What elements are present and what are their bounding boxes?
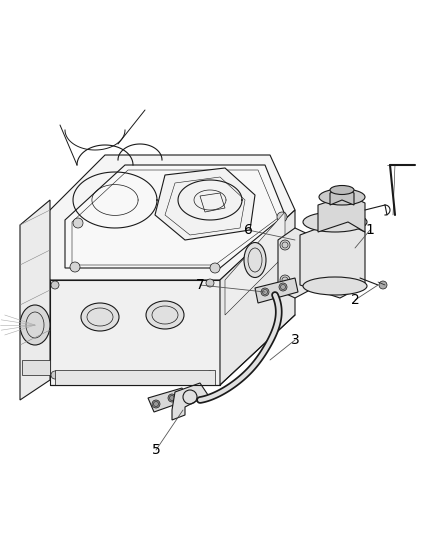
Text: 2: 2 <box>350 293 359 307</box>
Polygon shape <box>225 212 284 315</box>
Circle shape <box>168 394 176 402</box>
Circle shape <box>279 240 290 250</box>
Polygon shape <box>65 165 284 268</box>
Ellipse shape <box>329 185 353 195</box>
Circle shape <box>378 281 386 289</box>
Polygon shape <box>148 388 187 412</box>
Circle shape <box>70 262 80 272</box>
Ellipse shape <box>318 189 364 205</box>
Ellipse shape <box>20 305 50 345</box>
Polygon shape <box>50 280 219 385</box>
Circle shape <box>51 371 59 379</box>
Polygon shape <box>317 195 364 232</box>
Text: 3: 3 <box>290 333 299 347</box>
Circle shape <box>205 371 213 379</box>
Text: 1: 1 <box>365 223 374 237</box>
Circle shape <box>205 279 213 287</box>
Text: 5: 5 <box>151 443 160 457</box>
Circle shape <box>279 283 286 291</box>
Polygon shape <box>172 383 208 420</box>
Ellipse shape <box>302 277 366 295</box>
Text: 7: 7 <box>195 278 204 292</box>
Circle shape <box>209 263 219 273</box>
Polygon shape <box>219 210 294 385</box>
Circle shape <box>279 275 290 285</box>
Polygon shape <box>22 360 50 375</box>
Ellipse shape <box>302 212 366 232</box>
Polygon shape <box>299 220 364 298</box>
Polygon shape <box>55 370 215 385</box>
Ellipse shape <box>81 303 119 331</box>
Circle shape <box>73 218 83 228</box>
Text: 6: 6 <box>243 223 252 237</box>
Ellipse shape <box>244 243 265 278</box>
Polygon shape <box>329 188 353 205</box>
Polygon shape <box>254 278 297 303</box>
Polygon shape <box>30 155 294 280</box>
Circle shape <box>276 212 286 222</box>
Polygon shape <box>277 228 309 298</box>
Polygon shape <box>155 168 254 240</box>
Ellipse shape <box>146 301 184 329</box>
Polygon shape <box>20 200 50 400</box>
Circle shape <box>261 288 268 296</box>
Circle shape <box>51 281 59 289</box>
Circle shape <box>152 400 159 408</box>
